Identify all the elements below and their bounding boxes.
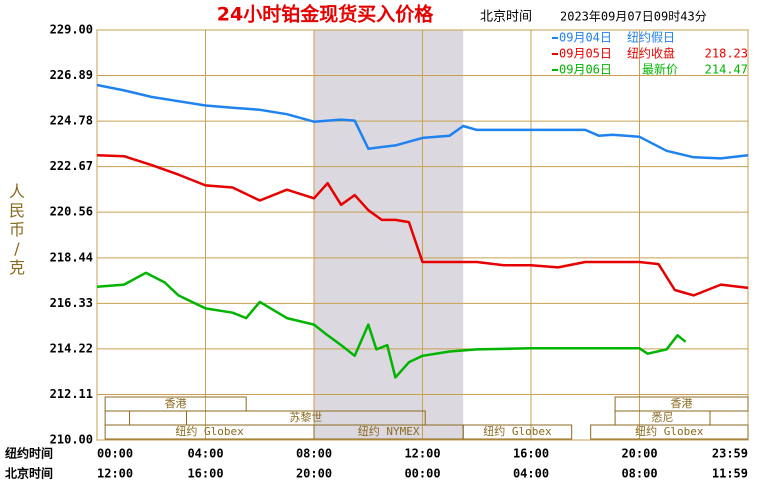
- x-axis-title: 纽约时间: [5, 446, 53, 461]
- session-shade: [314, 30, 464, 440]
- legend-note: 纽约假日: [627, 30, 675, 45]
- y-tick-label: 226.89: [50, 68, 93, 82]
- y-tick-label: 212.11: [50, 387, 93, 401]
- series-line: [96, 83, 749, 160]
- x-tick-label: 12:00: [404, 447, 440, 461]
- x-tick-label: 23:59: [712, 447, 748, 461]
- session-label: 纽约 NYMEX: [358, 424, 420, 438]
- y-tick-label: 229.00: [50, 23, 93, 37]
- x2-tick-label: 11:59: [712, 467, 748, 481]
- x-tick-label: 08:00: [296, 447, 332, 461]
- y-tick-label: 214.22: [50, 341, 93, 355]
- legend-name: 09月04日: [559, 31, 612, 45]
- y-tick-label: 224.78: [50, 114, 93, 128]
- legend-value: 214.47: [705, 63, 748, 77]
- session-label: 纽约 Globex: [483, 424, 552, 438]
- x2-tick-label: 20:00: [296, 467, 332, 481]
- series-line: [96, 271, 687, 379]
- y-tick-label: 218.44: [50, 250, 93, 264]
- x2-tick-label: 12:00: [97, 467, 133, 481]
- session-label: 香港: [671, 397, 693, 410]
- legend-name: 09月05日: [559, 47, 612, 61]
- x2-tick-label: 04:00: [513, 467, 549, 481]
- subtitle: 北京时间: [480, 10, 532, 25]
- x2-tick-label: 16:00: [187, 467, 223, 481]
- y-axis-title: 人民币/克: [9, 182, 25, 277]
- grid: [96, 29, 749, 441]
- x2-axis-title: 北京时间: [5, 466, 53, 481]
- x-tick-label: 04:00: [187, 447, 223, 461]
- chart-title: 24小时铂金现货买入价格: [217, 3, 434, 26]
- session-box: [590, 424, 749, 440]
- x-tick-label: 16:00: [513, 447, 549, 461]
- legend-note: 最新价: [642, 62, 678, 77]
- legend-note: 纽约收盘: [627, 46, 675, 61]
- legend-name: 09月06日: [559, 63, 612, 77]
- timestamp: 2023年09月07日09时43分: [560, 10, 707, 24]
- y-tick-label: 216.33: [50, 296, 93, 310]
- x2-tick-label: 08:00: [621, 467, 657, 481]
- session-label: 悉尼: [652, 411, 674, 424]
- session-box: [462, 424, 573, 440]
- session-label: 纽约 Globex: [635, 424, 704, 438]
- session-label: 苏黎世: [289, 410, 322, 424]
- y-tick-label: 222.67: [50, 159, 93, 173]
- x2-tick-label: 00:00: [404, 467, 440, 481]
- session-box: [104, 396, 247, 412]
- session-label: 香港: [165, 397, 187, 410]
- x-tick-label: 20:00: [621, 447, 657, 461]
- session-label: 纽约 Globex: [175, 424, 244, 438]
- x-tick-label: 00:00: [97, 447, 133, 461]
- y-tick-label: 210.00: [50, 433, 93, 447]
- legend-value: 218.23: [705, 47, 748, 61]
- series-line: [96, 153, 749, 297]
- y-tick-label: 220.56: [50, 205, 93, 219]
